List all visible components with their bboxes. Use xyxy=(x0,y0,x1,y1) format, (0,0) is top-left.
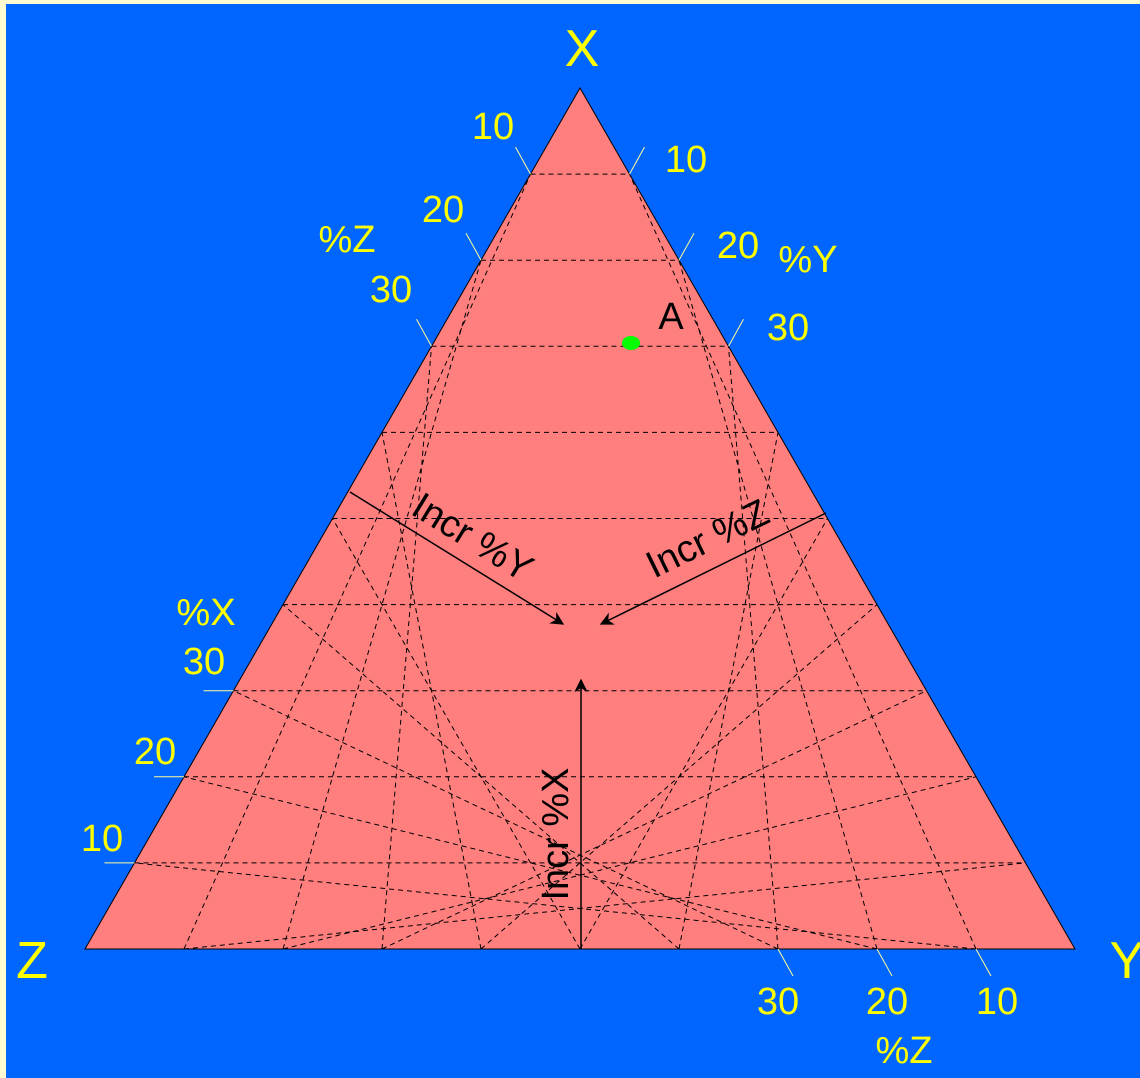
vertex-label-z: Z xyxy=(16,932,48,990)
left-edge-lower-tick-label: 20 xyxy=(134,731,176,773)
grid-line-left-parallel xyxy=(579,518,828,950)
right-edge-tick-label: 10 xyxy=(665,139,707,181)
vertex-label-y: Y xyxy=(1110,932,1140,990)
right-edge-tick-label: 20 xyxy=(717,225,759,267)
incr-x-label: Incr %X xyxy=(535,767,577,900)
tick-mark xyxy=(465,232,482,261)
right-edge-axis-label: %Y xyxy=(778,239,837,281)
left-edge-lower-tick-label: 10 xyxy=(81,818,123,860)
right-edge-tick-label: 30 xyxy=(767,307,809,349)
incr-z-arrow xyxy=(599,512,827,625)
tick-mark xyxy=(678,232,695,261)
incr-y-arrow xyxy=(349,491,565,625)
grid-line-right-parallel xyxy=(183,776,878,950)
grid-line-left-parallel xyxy=(629,173,977,950)
left-edge-lower-axis-label: %X xyxy=(176,592,235,634)
ternary-diagram: X Y Z 10 20 30 %Z 10 20 30 %Y %X 30 20 1… xyxy=(16,20,1140,1072)
left-edge-tick-label: 30 xyxy=(370,269,412,311)
bottom-edge-tick-label: 10 xyxy=(976,981,1018,1023)
tick-mark xyxy=(777,948,794,977)
grid-line-right-parallel xyxy=(183,173,531,950)
grid-line-left-parallel xyxy=(282,776,977,950)
grid-line-right-parallel xyxy=(282,260,482,950)
diagram-canvas: X Y Z 10 20 30 %Z 10 20 30 %Y %X 30 20 1… xyxy=(6,4,1140,1078)
tick-marks xyxy=(104,146,992,977)
tick-mark xyxy=(975,948,992,977)
vertex-label-x: X xyxy=(565,20,600,78)
bottom-edge-tick-label: 30 xyxy=(757,981,799,1023)
grid-line-left-parallel xyxy=(183,862,1026,950)
grid-line-right-parallel xyxy=(134,862,977,950)
tick-mark xyxy=(728,319,744,347)
tick-mark xyxy=(416,319,432,347)
left-edge-tick-label: 20 xyxy=(422,189,464,231)
grid-line-right-parallel xyxy=(332,518,581,950)
grid-line-left-parallel xyxy=(728,346,779,950)
left-edge-axis-label: %Z xyxy=(319,219,376,261)
point-a-label: A xyxy=(658,296,684,338)
grid-line-left-parallel xyxy=(678,260,878,950)
grid-lines xyxy=(134,173,1026,950)
tick-mark xyxy=(876,948,893,977)
bottom-edge-axis-label: %Z xyxy=(876,1030,933,1072)
bottom-edge-tick-label: 20 xyxy=(866,981,908,1023)
left-edge-lower-tick-label: 30 xyxy=(183,641,225,683)
grid-line-right-parallel xyxy=(381,346,432,950)
tick-mark xyxy=(515,146,531,175)
grid-line-right-parallel xyxy=(233,690,779,950)
left-edge-tick-label: 10 xyxy=(472,106,514,148)
point-a-marker xyxy=(622,336,640,350)
tick-mark xyxy=(629,146,645,175)
